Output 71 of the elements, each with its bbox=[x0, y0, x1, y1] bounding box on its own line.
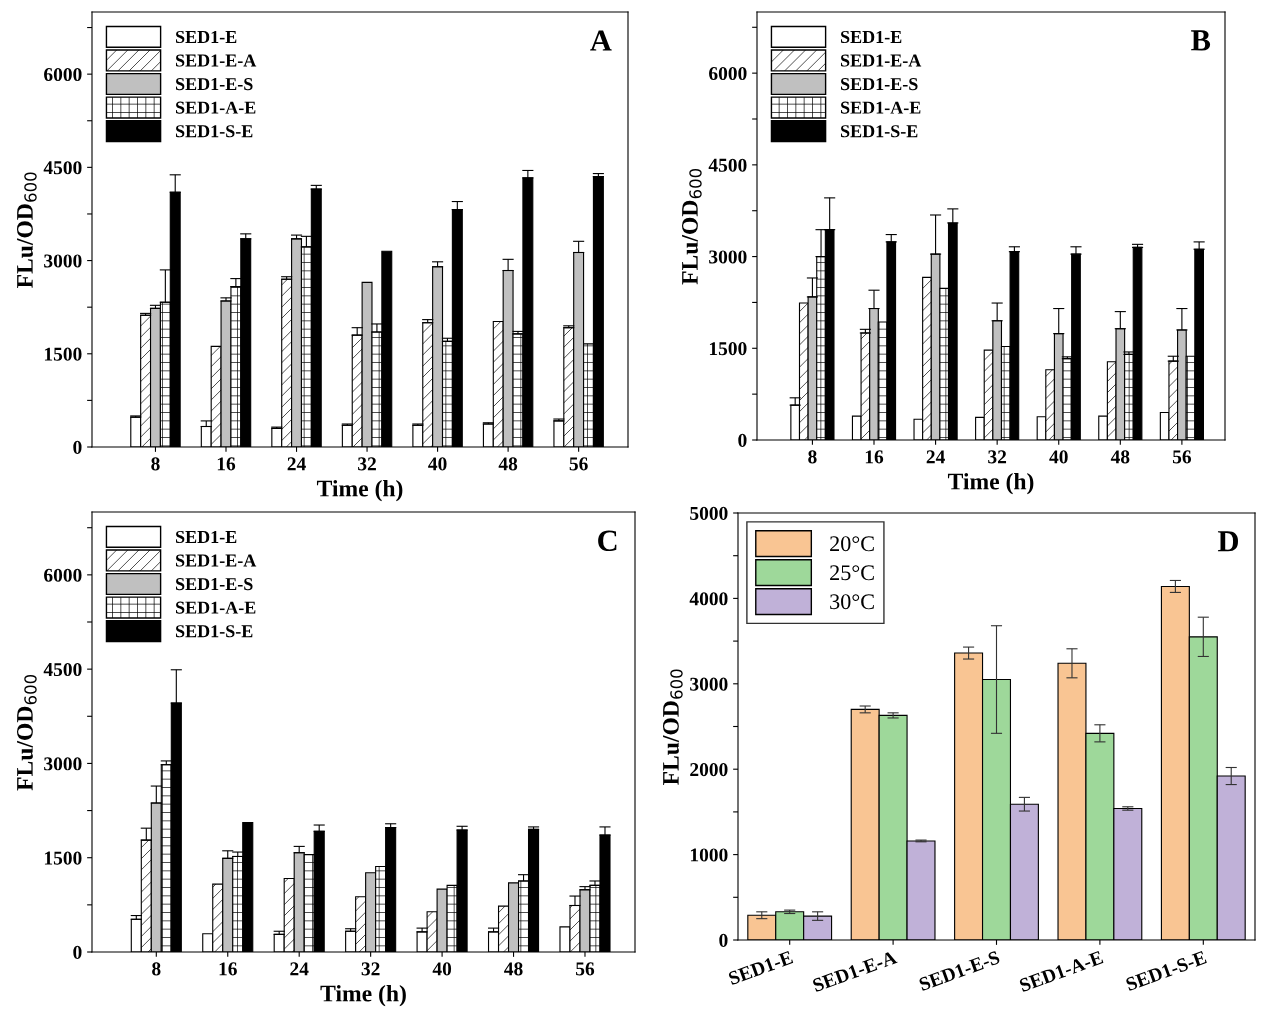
y-axis-title: FLu/OD$_{600}$ bbox=[662, 669, 683, 786]
legend-label: SED1-A-E bbox=[176, 601, 256, 614]
legend-label: SED1-E-S bbox=[176, 578, 253, 591]
y-tick-label: 1500 bbox=[44, 851, 82, 865]
y-tick-label: 3000 bbox=[44, 757, 82, 771]
y-tick-label: 4500 bbox=[43, 662, 82, 677]
chart-title: C bbox=[598, 530, 617, 552]
y-tick-label: 6000 bbox=[44, 67, 82, 82]
chart-title: B bbox=[1191, 30, 1211, 51]
x-tick-label: 56 bbox=[569, 457, 588, 471]
y-tick-label: 0 bbox=[73, 440, 82, 454]
y-axis-title: FLu/OD$_{600}$ bbox=[16, 674, 37, 791]
x-axis-title: Time (h) bbox=[947, 472, 1034, 495]
legend-label: SED1-E-S bbox=[841, 78, 918, 91]
legend-label: SED1-S-E bbox=[841, 125, 918, 138]
legend-label: SED1-E bbox=[841, 30, 902, 44]
y-tick-label: 0 bbox=[738, 433, 747, 447]
y-tick-label: 1500 bbox=[709, 342, 747, 356]
y-axis-title: FLu/OD$_{600}$ bbox=[16, 172, 37, 289]
legend-label: SED1-A-E bbox=[176, 101, 256, 114]
x-tick-label: 48 bbox=[1110, 450, 1130, 464]
y-tick-label: 4000 bbox=[689, 592, 728, 606]
legend-label: 20°C bbox=[830, 536, 874, 552]
x-tick-label: 48 bbox=[498, 457, 518, 471]
x-tick-label: 8 bbox=[152, 962, 161, 976]
x-tick-label: 8 bbox=[151, 457, 160, 471]
legend-label: SED1-E-S bbox=[176, 78, 253, 91]
legend-label: SED1-A-E bbox=[841, 101, 921, 114]
x-tick-label: 16 bbox=[219, 962, 237, 976]
legend-label: 25°C bbox=[830, 565, 874, 581]
y-tick-label: 4500 bbox=[708, 158, 747, 172]
y-tick-label: 1000 bbox=[690, 848, 728, 862]
x-tick-label: 32 bbox=[988, 450, 1007, 464]
x-axis-title: Time (h) bbox=[316, 479, 403, 502]
y-tick-label: 2000 bbox=[690, 763, 728, 777]
x-tick-label: 56 bbox=[1172, 450, 1192, 464]
x-tick-label: 8 bbox=[808, 450, 817, 464]
y-tick-label: 6000 bbox=[44, 568, 82, 582]
legend-label: SED1-E-A bbox=[841, 54, 922, 67]
y-tick-label: 0 bbox=[73, 945, 82, 959]
x-tick-label: 56 bbox=[576, 962, 595, 976]
x-tick-label: 32 bbox=[358, 457, 376, 471]
y-tick-label: 4500 bbox=[43, 161, 82, 175]
y-tick-label: 5000 bbox=[690, 506, 728, 520]
legend-label: SED1-S-E bbox=[176, 625, 253, 638]
x-axis-title: Time (h) bbox=[320, 984, 406, 1007]
legend-label: 30°C bbox=[830, 594, 874, 610]
x-tick-label: 24 bbox=[290, 962, 309, 976]
x-tick-label: 32 bbox=[361, 962, 380, 976]
legend-label: SED1-S-E bbox=[176, 125, 253, 138]
x-tick-label: 48 bbox=[504, 962, 523, 976]
y-tick-label: 3000 bbox=[690, 677, 728, 691]
chart-title: D bbox=[1217, 531, 1238, 552]
y-tick-label: 1500 bbox=[44, 347, 82, 361]
x-tick-label: 40 bbox=[432, 962, 452, 976]
legend-label: SED1-E-A bbox=[176, 54, 257, 67]
x-tick-label: 16 bbox=[865, 450, 884, 464]
legend-label: SED1-E bbox=[176, 530, 237, 544]
y-tick-label: 0 bbox=[719, 933, 728, 947]
legend-label: SED1-E bbox=[176, 30, 237, 44]
x-tick-label: 24 bbox=[926, 450, 945, 464]
x-tick-label: 40 bbox=[428, 457, 447, 471]
y-tick-label: 6000 bbox=[709, 66, 747, 81]
y-axis-title: FLu/OD$_{600}$ bbox=[681, 168, 702, 285]
chart-title: A bbox=[590, 30, 612, 51]
x-tick-label: 24 bbox=[287, 457, 306, 471]
x-tick-label: 40 bbox=[1049, 450, 1068, 464]
legend-label: SED1-E-A bbox=[176, 554, 257, 567]
y-tick-label: 3000 bbox=[44, 254, 82, 268]
x-tick-label: 16 bbox=[217, 457, 236, 471]
y-tick-label: 3000 bbox=[709, 250, 747, 264]
